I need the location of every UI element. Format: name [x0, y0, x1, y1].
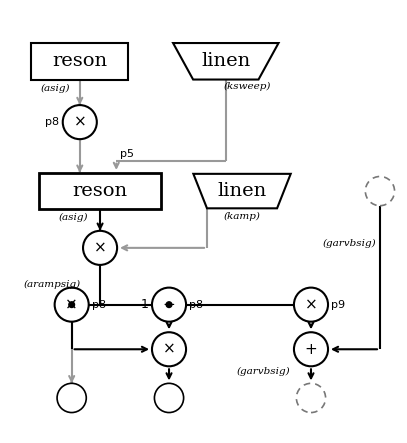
Polygon shape — [173, 43, 278, 80]
Circle shape — [365, 176, 394, 206]
FancyBboxPatch shape — [39, 173, 161, 210]
Text: (garvbsig): (garvbsig) — [322, 238, 376, 248]
Text: linen: linen — [201, 52, 250, 70]
Text: ×: × — [304, 297, 317, 312]
Text: +: + — [304, 342, 317, 357]
Circle shape — [152, 288, 186, 322]
Text: ×: × — [94, 241, 107, 255]
Circle shape — [152, 332, 186, 366]
Text: p5: p5 — [120, 149, 134, 159]
Text: (asig): (asig) — [40, 84, 70, 93]
Text: 1: 1 — [141, 298, 149, 311]
Circle shape — [154, 383, 184, 412]
Text: reson: reson — [72, 182, 128, 200]
Circle shape — [296, 383, 326, 412]
Text: (kamp): (kamp) — [223, 212, 260, 222]
Circle shape — [63, 105, 97, 139]
Text: (arampsig): (arampsig) — [24, 280, 81, 289]
Circle shape — [294, 288, 328, 322]
Circle shape — [69, 302, 74, 307]
Text: p9: p9 — [331, 299, 346, 310]
Text: (garvbsig): (garvbsig) — [236, 367, 290, 376]
Circle shape — [55, 288, 89, 322]
Text: (ksweep): (ksweep) — [224, 82, 271, 91]
FancyBboxPatch shape — [31, 43, 129, 80]
Polygon shape — [193, 174, 291, 208]
Circle shape — [294, 332, 328, 366]
Text: ×: × — [73, 115, 86, 130]
Text: p8: p8 — [92, 299, 106, 310]
Text: p8: p8 — [46, 117, 59, 127]
Text: reson: reson — [52, 52, 107, 70]
Text: −: − — [163, 297, 175, 312]
Text: linen: linen — [217, 182, 267, 200]
Circle shape — [166, 302, 172, 307]
Text: (asig): (asig) — [58, 213, 88, 222]
Circle shape — [83, 231, 117, 265]
Circle shape — [57, 383, 86, 412]
Text: p8: p8 — [189, 299, 204, 310]
Text: ×: × — [163, 342, 175, 357]
Text: ×: × — [65, 297, 78, 312]
